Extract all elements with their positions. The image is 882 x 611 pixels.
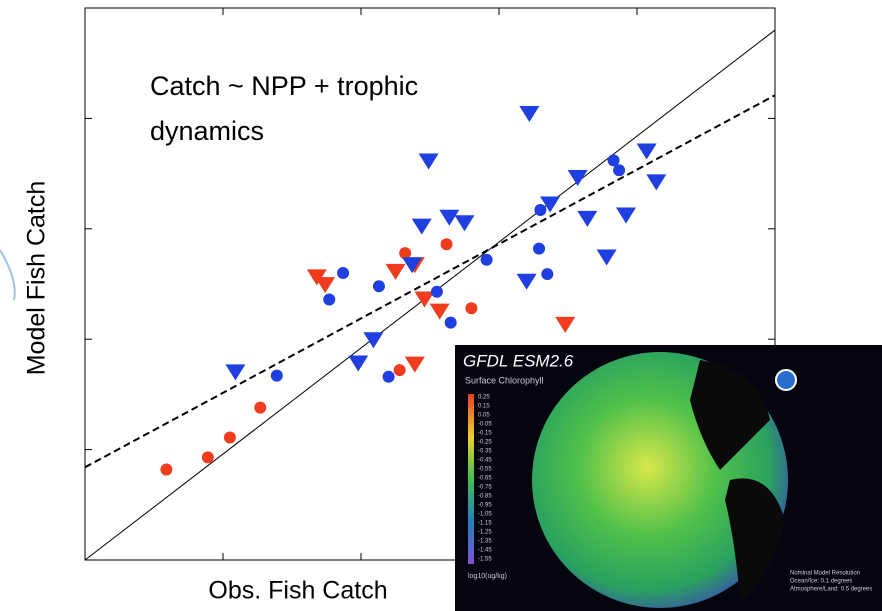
- colorbar-label: -1.15: [478, 521, 492, 527]
- decoration: [0, 250, 15, 300]
- colorbar-label: -1.05: [478, 512, 492, 518]
- inset-subtitle: Surface Chlorophyll: [465, 375, 544, 385]
- point: [202, 451, 214, 463]
- point: [337, 267, 349, 279]
- colorbar-label: -0.85: [478, 494, 492, 500]
- colorbar-label: -0.65: [478, 476, 492, 482]
- colorbar-label: 0.15: [478, 404, 490, 410]
- colorbar-label: -1.25: [478, 530, 492, 536]
- colorbar-label: -0.05: [478, 422, 492, 428]
- colorbar-label: -0.15: [478, 431, 492, 437]
- colorbar-label: -0.95: [478, 503, 492, 509]
- point: [323, 293, 335, 305]
- colorbar-label: -0.75: [478, 485, 492, 491]
- point: [383, 371, 395, 383]
- colorbar-label: -1.45: [478, 548, 492, 554]
- point: [465, 302, 477, 314]
- annotation: Catch ~ NPP + trophic: [150, 71, 418, 101]
- inset-image: GFDL ESM2.6 Surface Chlorophyll 0.25 0.15 0.…: [455, 345, 882, 611]
- point: [481, 254, 493, 266]
- colorbar: [468, 394, 474, 564]
- point: [445, 317, 457, 329]
- point: [394, 364, 406, 376]
- colorbar-unit: log10(ug/kg): [468, 573, 507, 580]
- point: [373, 280, 385, 292]
- y-axis-label: Model Fish Catch: [23, 181, 51, 376]
- colorbar-label: -0.55: [478, 467, 492, 473]
- point: [160, 463, 172, 475]
- colorbar-label: -0.45: [478, 458, 492, 464]
- point: [441, 238, 453, 250]
- colorbar-label: 0.05: [478, 413, 490, 419]
- point: [533, 243, 545, 255]
- colorbar-label: -0.35: [478, 449, 492, 455]
- colorbar-label: -1.55: [478, 557, 492, 563]
- inset-note: Ocean/Ice: 0.1 degrees: [790, 579, 852, 585]
- inset-note: Atmosphere/Land: 0.5 degrees: [790, 587, 872, 593]
- point: [613, 164, 625, 176]
- inset-title: GFDL ESM2.6: [463, 351, 574, 370]
- colorbar-label: 0.25: [478, 395, 490, 401]
- logo: [776, 370, 796, 390]
- point: [271, 370, 283, 382]
- point: [224, 431, 236, 443]
- colorbar-label: -1.35: [478, 539, 492, 545]
- point: [534, 204, 546, 216]
- x-axis-label: Obs. Fish Catch: [208, 577, 387, 605]
- chart: Catch ~ NPP + trophic dynamics Obs. Fish…: [0, 0, 882, 611]
- point: [541, 268, 553, 280]
- point: [254, 402, 266, 414]
- annotation: dynamics: [150, 116, 264, 146]
- inset-note: Nominal Model Resolution: [790, 571, 860, 577]
- colorbar-label: -0.25: [478, 440, 492, 446]
- page: {"chart_data": {"type": "scatter", "xlab…: [0, 0, 882, 611]
- point: [431, 286, 443, 298]
